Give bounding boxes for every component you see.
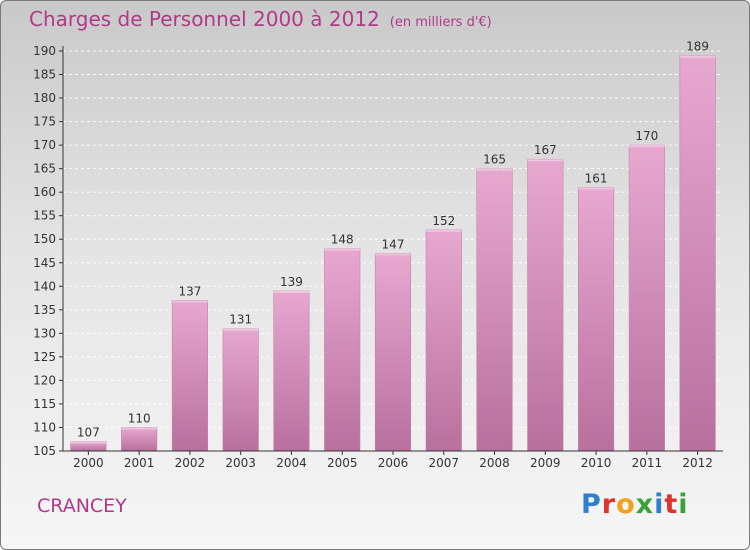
bars: 107 110 137 131 139 148 147 152 165 167 161 170 189 <box>70 40 716 452</box>
y-tick-label: 150 <box>33 232 56 246</box>
data-label: 110 <box>128 411 151 425</box>
x-tick-label: 2004 <box>276 456 307 470</box>
data-label: 165 <box>483 153 506 167</box>
bar-highlight <box>324 248 360 251</box>
x-tick-label: 2009 <box>530 456 561 470</box>
data-label: 189 <box>686 40 709 54</box>
chart-title-text: Charges de Personnel 2000 à 2012 <box>29 7 380 31</box>
y-tick-label: 165 <box>33 162 56 176</box>
x-tick-label: 2000 <box>73 456 104 470</box>
y-tick-label: 125 <box>33 350 56 364</box>
bar-highlight <box>426 229 462 232</box>
logo-letter: x <box>635 489 655 520</box>
logo-letter: i <box>678 489 689 520</box>
x-tick-label: 2003 <box>225 456 256 470</box>
bar-2004 <box>273 290 310 452</box>
y-tick-label: 135 <box>33 303 56 317</box>
bar-2006 <box>374 253 412 452</box>
logo-letter: P <box>581 489 602 520</box>
x-tick-label: 2008 <box>479 456 510 470</box>
x-tick-label: 2007 <box>428 456 459 470</box>
unit-note: (en milliers d'€) <box>389 15 492 30</box>
bar-2007 <box>425 229 462 452</box>
bar-highlight <box>679 55 716 58</box>
data-label: 152 <box>432 214 455 228</box>
bar-highlight <box>172 300 208 303</box>
bar-2008 <box>476 168 513 452</box>
y-tick-label: 145 <box>33 256 56 270</box>
data-label: 139 <box>280 275 303 289</box>
y-tick-label: 155 <box>33 209 56 223</box>
bar-2010 <box>578 187 615 452</box>
data-label: 167 <box>534 143 557 157</box>
y-axis: 105 110 115 120 125 130 135 140 145 150 155 160 165 1… <box>33 44 64 458</box>
x-tick-label: 2011 <box>632 456 663 470</box>
y-tick-label: 120 <box>33 373 56 387</box>
x-tick-label: 2002 <box>175 456 206 470</box>
data-label: 107 <box>77 426 100 440</box>
bar-highlight <box>629 145 665 148</box>
data-label: 131 <box>229 313 252 327</box>
y-tick-label: 105 <box>33 444 56 458</box>
x-tick-label: 2006 <box>378 456 409 470</box>
bar-highlight <box>70 441 107 444</box>
y-tick-label: 130 <box>33 326 56 340</box>
x-tick-label: 2012 <box>682 456 713 470</box>
y-tick-label: 180 <box>33 91 56 105</box>
bar-2011 <box>628 144 665 452</box>
x-tick-label: 2010 <box>581 456 612 470</box>
y-tick-label: 190 <box>33 44 56 58</box>
commune-name: CRANCEY <box>37 495 127 517</box>
y-tick-label: 185 <box>33 68 56 82</box>
y-tick-label: 175 <box>33 115 56 129</box>
bar-2002 <box>171 300 208 452</box>
bar-highlight <box>527 159 564 162</box>
y-tick-label: 115 <box>33 397 56 411</box>
x-tick-label: 2005 <box>327 456 358 470</box>
x-tick-label: 2001 <box>124 456 155 470</box>
logo-letter: r <box>601 489 617 520</box>
bar-2001 <box>121 427 158 452</box>
y-tick-label: 140 <box>33 279 56 293</box>
bar-2009 <box>527 158 564 452</box>
x-axis: 2000 2001 2002 2003 2004 2005 2006 2007 2008 2009… <box>63 450 723 470</box>
data-label: 161 <box>585 171 608 185</box>
bar-highlight <box>273 291 310 293</box>
data-label: 137 <box>178 284 201 298</box>
logo-letter: o <box>616 489 636 520</box>
data-label: 147 <box>382 237 405 251</box>
chart-title: Charges de Personnel 2000 à 2012 (en mill… <box>29 7 492 31</box>
data-label: 170 <box>635 129 658 143</box>
y-tick-label: 170 <box>33 138 56 152</box>
bar-highlight <box>222 328 259 331</box>
bar-2003 <box>222 328 259 452</box>
bar-highlight <box>121 427 157 430</box>
logo-letter: i <box>654 489 665 520</box>
bar-highlight <box>476 168 513 171</box>
bar-2012 <box>679 55 716 452</box>
data-label: 148 <box>331 233 354 247</box>
y-tick-label: 110 <box>33 420 56 434</box>
logo-letter: t <box>664 489 679 520</box>
bar-highlight <box>375 253 411 256</box>
y-tick-label: 160 <box>33 185 56 199</box>
bar-2005 <box>324 248 361 452</box>
bar-highlight <box>578 187 614 190</box>
proxiti-logo: Proxiti <box>581 489 689 520</box>
